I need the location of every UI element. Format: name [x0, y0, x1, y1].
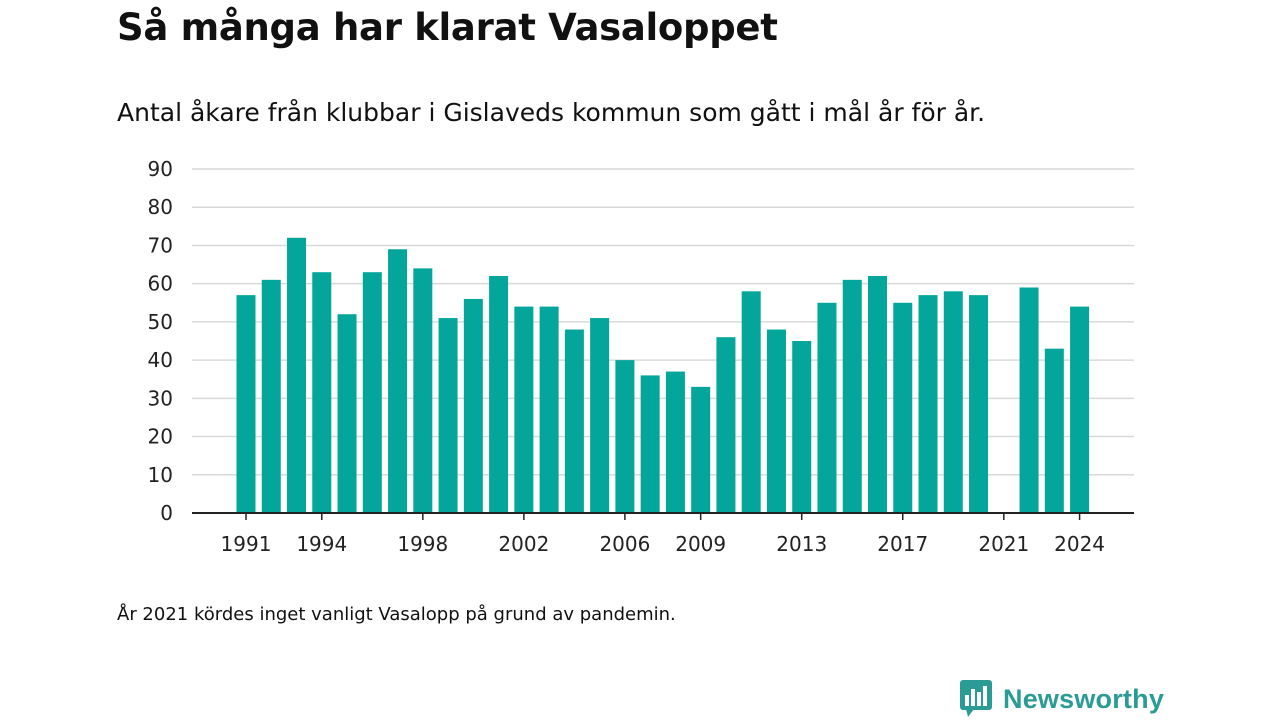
y-tick-label-70: 70: [148, 233, 173, 257]
bar-1993: [287, 237, 307, 514]
bar-1994: [312, 272, 332, 513]
y-tick-label-10: 10: [148, 463, 173, 487]
bar-1996: [362, 272, 382, 513]
y-axis-labels: 0 10 20 30 40 50 60 70 80 90: [148, 157, 173, 525]
bar-2006: [615, 360, 635, 513]
y-tick-label-0: 0: [160, 501, 173, 525]
x-tick-label-2021: 2021: [978, 532, 1029, 556]
gridlines: [192, 168, 1134, 476]
y-tick-label-20: 20: [148, 425, 173, 449]
bar-2019: [943, 291, 963, 513]
x-axis: [192, 512, 1134, 520]
bars: [236, 237, 1090, 514]
chart-title: Så många har klarat Vasaloppet: [117, 6, 778, 49]
x-tick-label-2009: 2009: [675, 532, 726, 556]
bar-2016: [868, 276, 887, 513]
footnote: År 2021 kördes inget vanligt Vasalopp på…: [117, 604, 676, 625]
x-tick-label-2017: 2017: [877, 532, 928, 556]
bar-2005: [590, 318, 610, 513]
bar-2017: [893, 302, 913, 513]
brand-logo[interactable]: Newsworthy: [960, 680, 1164, 718]
bar-2001: [489, 276, 509, 513]
bar-1999: [438, 318, 458, 513]
bar-2023: [1044, 348, 1064, 513]
y-tick-label-30: 30: [148, 386, 173, 410]
bar-2014: [817, 302, 837, 513]
bar-2002: [514, 306, 534, 513]
y-tick-label-80: 80: [148, 195, 173, 219]
bar-2008: [665, 371, 685, 513]
x-axis-labels: 1991 1994 1998 2002 2006 2009 2013 2017 2021 2024: [221, 532, 1105, 556]
bar-2015: [842, 279, 862, 513]
bar-2020: [969, 295, 989, 513]
x-tick-label-2024: 2024: [1054, 532, 1105, 556]
bar-2011: [741, 291, 761, 513]
x-tick-label-2013: 2013: [776, 532, 827, 556]
x-tick-label-1991: 1991: [221, 532, 272, 556]
bar-chart: 0 10 20 30 40 50 60 70 80 90 1991 1994 1998 2002 2006…: [148, 157, 1134, 556]
y-tick-label-60: 60: [148, 272, 173, 296]
bar-1991: [236, 295, 256, 513]
bar-2009: [691, 386, 711, 513]
bar-2022: [1019, 287, 1039, 513]
x-tick-label-1998: 1998: [397, 532, 448, 556]
x-tick-label-1994: 1994: [296, 532, 347, 556]
bar-1992: [261, 279, 281, 513]
bar-1997: [388, 249, 408, 513]
bar-2012: [766, 329, 786, 513]
x-tick-label-2002: 2002: [498, 532, 549, 556]
bar-2018: [918, 295, 938, 513]
bar-2010: [716, 337, 736, 513]
y-tick-label-40: 40: [148, 348, 173, 372]
bar-2004: [564, 329, 584, 513]
bar-2000: [463, 298, 483, 513]
bar-2013: [792, 341, 812, 513]
bar-1995: [337, 314, 357, 513]
bar-1998: [413, 268, 433, 513]
bar-2003: [539, 306, 559, 513]
brand-name: Newsworthy: [1003, 683, 1165, 714]
bar-2024: [1070, 306, 1090, 513]
newsworthy-logo-icon: [960, 680, 992, 717]
x-tick-label-2006: 2006: [599, 532, 650, 556]
chart-subtitle: Antal åkare från klubbar i Gislaveds kom…: [117, 98, 986, 127]
y-tick-label-50: 50: [148, 310, 173, 334]
y-tick-label-90: 90: [148, 157, 173, 181]
bar-2007: [640, 375, 660, 513]
